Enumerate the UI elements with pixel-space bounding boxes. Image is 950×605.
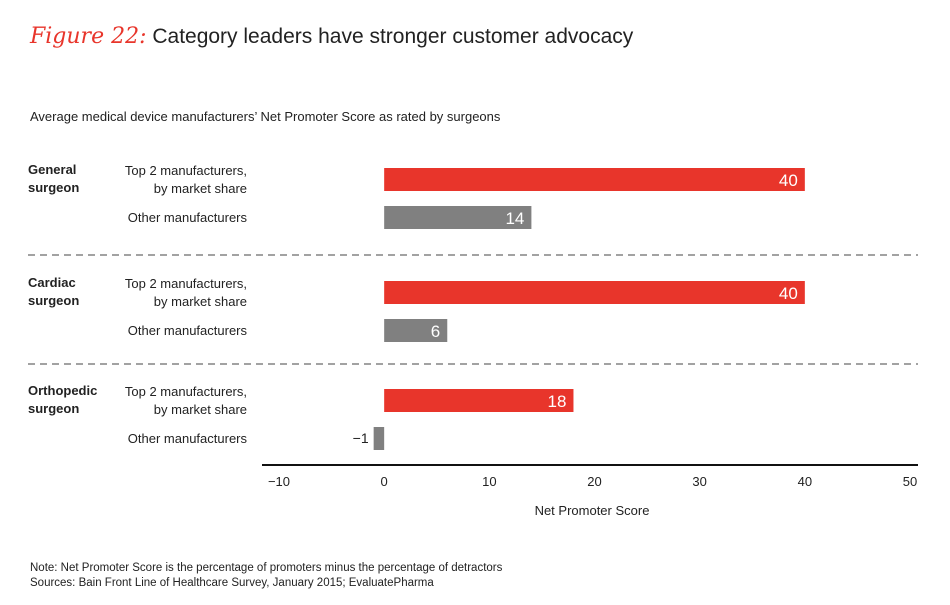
x-axis-title: Net Promoter Score — [535, 503, 650, 518]
group-label: Orthopedic surgeon — [28, 383, 97, 416]
value-label: 6 — [431, 322, 440, 341]
x-tick-label: 0 — [381, 474, 388, 489]
group-label: General surgeon — [28, 162, 79, 195]
bar — [384, 281, 805, 304]
value-label: −1 — [353, 430, 369, 446]
bar — [384, 319, 448, 342]
value-label: 40 — [779, 171, 798, 190]
value-label: 18 — [548, 392, 567, 411]
row-label: Top 2 manufacturers, by market share — [125, 384, 247, 417]
row-label: Top 2 manufacturers, by market share — [125, 276, 247, 309]
bar — [373, 427, 385, 450]
figure-number: Figure 22: — [30, 24, 147, 49]
bar — [384, 168, 805, 191]
row-label: Other manufacturers — [128, 323, 248, 338]
bar-chart: General surgeon Top 2 manufacturers, by mar… — [28, 162, 918, 518]
chart-notes: Note: Net Promoter Score is the percenta… — [30, 561, 502, 591]
bar — [384, 206, 532, 229]
row-label: Other manufacturers — [128, 210, 248, 225]
x-tick-label: 20 — [587, 474, 601, 489]
chart-subtitle: Average medical device manufacturers’ Ne… — [30, 109, 501, 124]
figure-title: Figure 22: Category leaders have stronge… — [30, 24, 633, 49]
sources-text: Sources: Bain Front Line of Healthcare S… — [30, 577, 434, 589]
note-text: Note: Net Promoter Score is the percenta… — [30, 562, 503, 574]
value-label: 14 — [505, 209, 524, 228]
x-tick-label: 10 — [482, 474, 496, 489]
x-tick-label: −10 — [268, 474, 290, 489]
value-label: 40 — [779, 284, 798, 303]
x-tick-label: 40 — [798, 474, 812, 489]
figure-title-text: Category leaders have stronger customer … — [152, 25, 634, 48]
x-tick-label: 50 — [903, 474, 917, 489]
row-label: Top 2 manufacturers, by market share — [125, 163, 247, 196]
group-label: Cardiac surgeon — [28, 275, 79, 308]
row-label: Other manufacturers — [128, 431, 248, 446]
bar — [384, 389, 574, 412]
x-tick-label: 30 — [692, 474, 706, 489]
